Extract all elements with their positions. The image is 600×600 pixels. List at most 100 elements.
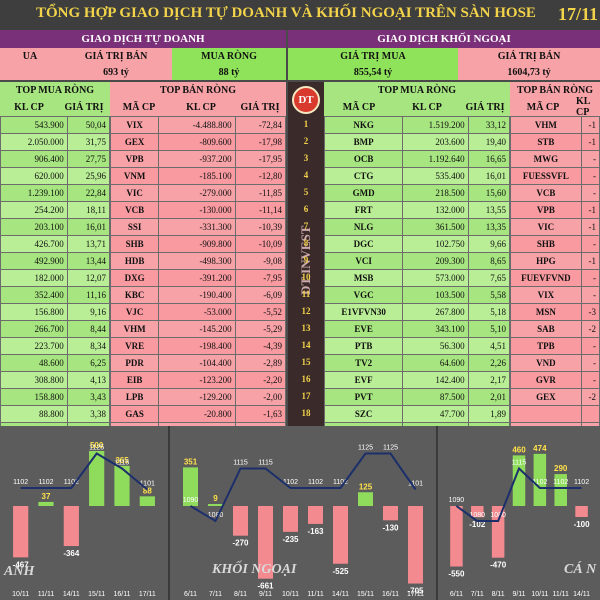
- foreign-sell-cell: VIX: [510, 286, 582, 304]
- self-sell-row: DXG -391.200 -7,95: [109, 269, 287, 287]
- foreign-buy-cell: NKG: [323, 116, 404, 134]
- self-sell-cell: VIC: [109, 184, 160, 202]
- chart-bar: [13, 506, 29, 558]
- bar-value-label: 88: [143, 486, 152, 495]
- foreign-buy-cell: FRT: [323, 201, 404, 219]
- foreign-buy-label: GIÁ TRỊ MUA: [288, 48, 458, 64]
- self-sell-cell: DXG: [109, 269, 160, 287]
- x-tick-label: 14/11: [63, 591, 80, 598]
- self-sell-cell: -130.000: [158, 201, 236, 219]
- foreign-sell-cell: -: [580, 184, 600, 202]
- foreign-sell-cell: -1: [580, 201, 600, 219]
- header-bar: TỔNG HỢP GIAO DỊCH TỰ DOANH VÀ KHỐI NGOẠ…: [0, 0, 600, 30]
- self-buy-row: 492.900 13,44: [0, 252, 111, 270]
- self-top-sell-header: TOP BÁN RÒNG: [110, 82, 286, 98]
- self-sell-value: 693 tỷ: [60, 64, 172, 80]
- index-value-label: 1090: [183, 497, 199, 504]
- index-value-label: 1125: [383, 445, 398, 452]
- rank-number: 12: [301, 306, 311, 316]
- self-sell-row: VHM -145.200 -5,29: [109, 320, 287, 338]
- self-sell-cell: VHM: [109, 320, 160, 338]
- self-sell-cell: -129.200: [158, 388, 236, 406]
- foreign-buy-cell: 102.750: [402, 235, 469, 253]
- foreign-buy-cell: DGC: [323, 235, 404, 253]
- foreign-buy-row: EVE 343.100 5,10: [323, 320, 511, 338]
- bar-value-label: -130: [382, 523, 399, 532]
- foreign-buy-row: DGC 102.750 9,66: [323, 235, 511, 253]
- bar-value-label: 460: [512, 445, 526, 454]
- foreign-sell-cell: -: [580, 286, 600, 304]
- foreign-title: GIAO DỊCH KHỐI NGOẠI: [288, 30, 600, 48]
- foreign-buy-cell: VCI: [323, 252, 404, 270]
- self-sell-cell: -17,98: [234, 133, 287, 151]
- foreign-sell-row: VPB -1: [510, 201, 600, 219]
- bar-value-label: 474: [533, 444, 547, 453]
- foreign-buy-cell: NLG: [323, 218, 404, 236]
- self-sell-cell: -7,95: [234, 269, 287, 287]
- self-buy-cell: 492.900: [0, 252, 68, 270]
- foreign-sell-cell: VHM: [510, 116, 582, 134]
- self-sell-cell: -937.200: [158, 150, 236, 168]
- chart-bar: [491, 506, 505, 558]
- foreign-buy-cell: 2,17: [467, 371, 511, 389]
- chart-bar: [139, 496, 155, 506]
- col-vol-label: KL CP: [168, 98, 234, 116]
- foreign-sell-cell: VCB: [510, 184, 582, 202]
- index-value-label: 1115: [233, 460, 248, 467]
- foreign-sell-cell: MSN: [510, 303, 582, 321]
- x-tick-label: 7/11: [209, 591, 222, 598]
- foreign-buy-cell: 142.400: [402, 371, 469, 389]
- foreign-buy-row: TV2 64.600 2,26: [323, 354, 511, 372]
- foreign-sell-cell: GEX: [510, 388, 582, 406]
- self-buy-row: 426.700 13,71: [0, 235, 111, 253]
- chart-bar: [358, 492, 373, 506]
- self-buy-cell: 12,07: [66, 269, 111, 287]
- foreign-buy-cell: 87.500: [402, 388, 469, 406]
- foreign-buy-cell: 1,89: [467, 405, 511, 423]
- foreign-sell-row: HPG -1: [510, 252, 600, 270]
- foreign-sell-cell: TPB: [510, 337, 582, 355]
- chart-bar: [512, 455, 526, 506]
- self-buy-row: 352.400 11,16: [0, 286, 111, 304]
- foreign-sell-row: VCB -: [510, 184, 600, 202]
- foreign-buy-cell: PVT: [323, 388, 404, 406]
- self-sell-row: GEX -809.600 -17,98: [109, 133, 287, 151]
- self-buy-row: 266.700 8,44: [0, 320, 111, 338]
- x-tick-label: 17/11: [139, 591, 156, 598]
- rank-number: 17: [301, 391, 311, 401]
- self-sell-cell: VCB: [109, 201, 160, 219]
- rank-number: 3: [303, 153, 309, 163]
- self-sell-row: SSI -331.300 -10,39: [109, 218, 287, 236]
- rank-number: 10: [301, 272, 311, 282]
- index-value-label: 1102: [38, 479, 53, 486]
- bar-value-label: -100: [574, 520, 591, 529]
- self-sell-cell: -279.000: [158, 184, 236, 202]
- self-sell-cell: -2,00: [234, 388, 287, 406]
- index-value-label: 1102: [553, 479, 568, 486]
- self-buy-cell: 8,34: [66, 337, 111, 355]
- x-tick-label: 11/11: [38, 591, 55, 598]
- foreign-sell-cell: -2: [580, 320, 600, 338]
- self-sell-cell: GEX: [109, 133, 160, 151]
- foreign-sell-row: MSN -3: [510, 303, 600, 321]
- rank-number: 6: [303, 204, 309, 214]
- self-sell-row: VRE -198.400 -4,39: [109, 337, 287, 355]
- foreign-buy-cell: TV2: [323, 354, 404, 372]
- x-tick-label: 9/11: [259, 591, 272, 598]
- foreign-sell-cell: -1: [580, 133, 600, 151]
- foreign-sell-row: GEX -2: [510, 388, 600, 406]
- index-value-label: 1102: [13, 479, 28, 486]
- foreign-buy-row: EVF 142.400 2,17: [323, 371, 511, 389]
- foreign-chart: 351 6/11 1090 9 7/11 1080 -270 8/11 1115 -6619/11…: [183, 445, 424, 599]
- rank-number: 15: [301, 357, 311, 367]
- foreign-buy-cell: 16,01: [467, 167, 511, 185]
- index-value-label: 1101: [408, 481, 423, 488]
- self-buy-cell: 620.000: [0, 167, 68, 185]
- rank-number: 9: [303, 255, 309, 265]
- bar-value-label: -270: [232, 539, 249, 548]
- foreign-buy-cell: 5,10: [467, 320, 511, 338]
- self-buy-cell: 50,04: [66, 116, 111, 134]
- self-buy-cell: 11,16: [66, 286, 111, 304]
- bar-value-label: -467: [13, 560, 30, 569]
- self-sell-cell: -809.600: [158, 133, 236, 151]
